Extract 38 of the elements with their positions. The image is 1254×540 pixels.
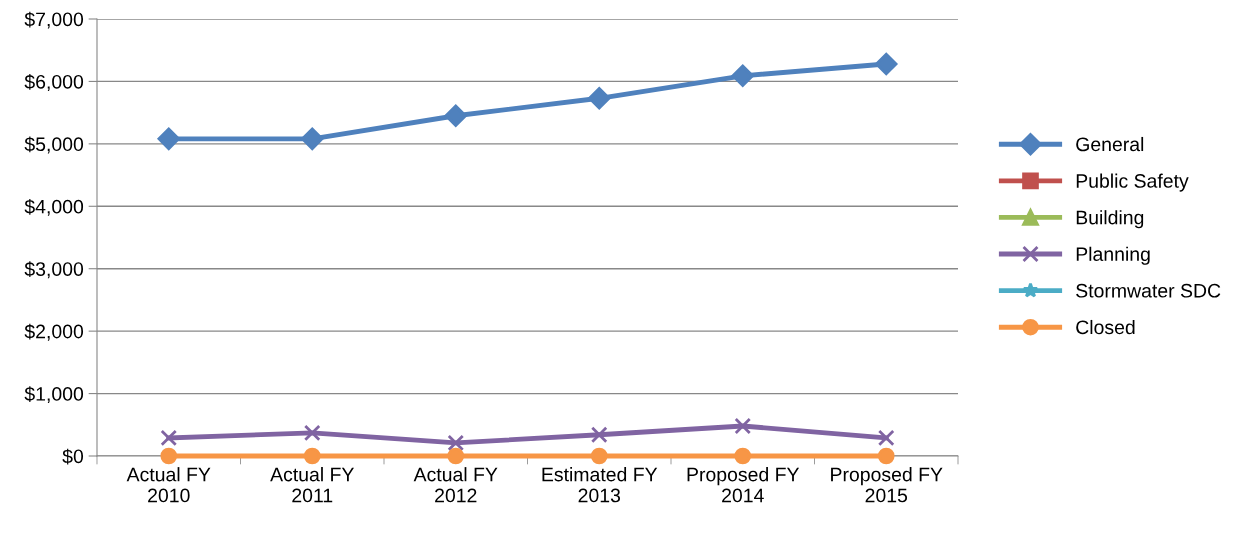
point: [877, 429, 895, 447]
point: [734, 447, 752, 465]
point: [588, 87, 611, 110]
point: [303, 447, 321, 465]
point: [447, 434, 465, 452]
y-tick-label: $7,000: [24, 11, 84, 29]
point: [160, 447, 178, 465]
point: [157, 127, 180, 151]
legend-label: Closed: [1076, 319, 1135, 335]
legend-label: Building: [1076, 210, 1144, 229]
x-tick-label: Proposed FY 2014: [687, 467, 800, 503]
legend-label: Planning: [1076, 246, 1150, 265]
point: [444, 104, 467, 127]
legend-label: Public Safety: [1076, 173, 1189, 192]
point: [875, 52, 898, 76]
point: [447, 447, 465, 465]
x-tick-label: Actual FY 2012: [413, 467, 498, 503]
y-tick-label: $4,000: [24, 198, 84, 216]
x-tick-label: Estimated FY 2013: [542, 467, 658, 503]
y-tick-label: $6,000: [24, 74, 84, 91]
legend-label: General: [1076, 136, 1144, 152]
point: [301, 127, 324, 151]
point: [590, 426, 608, 444]
y-tick-label: $2,000: [24, 323, 84, 341]
y-tick-label: $3,000: [24, 261, 84, 279]
legend-label: Stormwater SDC: [1076, 283, 1221, 298]
x-tick-label: Actual FY 2011: [270, 467, 354, 503]
x-tick-label: Actual FY 2010: [126, 467, 211, 503]
y-tick-label: $0: [62, 448, 84, 465]
point: [160, 429, 178, 447]
point: [731, 64, 754, 88]
x-tick-label: Proposed FY 2015: [831, 467, 943, 503]
y-tick-label: $5,000: [24, 136, 84, 154]
point: [590, 447, 608, 465]
point: [734, 417, 752, 435]
point: [877, 447, 895, 465]
point: [303, 424, 321, 442]
y-tick-label: $1,000: [24, 386, 84, 404]
